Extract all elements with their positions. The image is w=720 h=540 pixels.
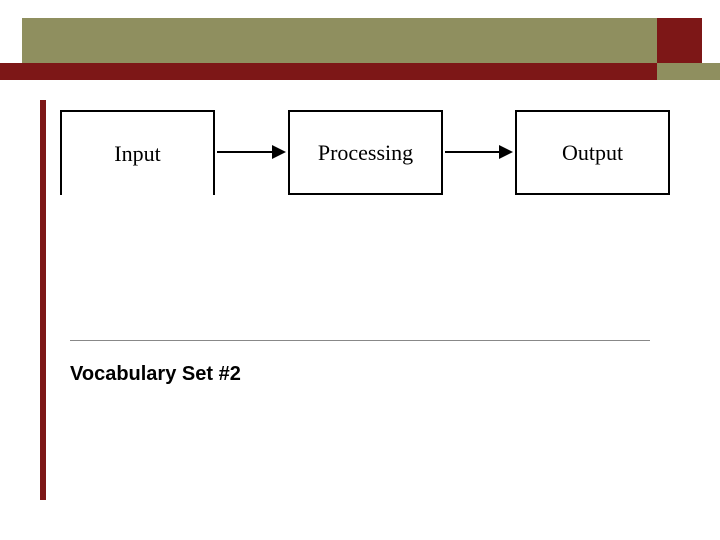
- flow-diagram: Input Processing Output: [60, 110, 680, 220]
- flow-arrow-head-0: [272, 145, 286, 159]
- flow-node-processing: Processing: [288, 110, 443, 195]
- header-maroon-bar: [0, 63, 657, 80]
- header-corner-square: [657, 18, 702, 63]
- left-accent-bar: [40, 100, 46, 500]
- subtitle-text: Vocabulary Set #2: [70, 363, 241, 386]
- header-olive-bar: [22, 18, 657, 63]
- slide-body: Input Processing Output Vocabulary Set #2: [40, 100, 680, 500]
- flow-arrow-line-0: [217, 151, 274, 153]
- flow-arrow-line-1: [445, 151, 501, 153]
- header-olive-under: [657, 63, 720, 80]
- flow-node-input: Input: [60, 110, 215, 195]
- flow-node-output: Output: [515, 110, 670, 195]
- divider-line: [70, 340, 650, 341]
- flow-arrow-head-1: [499, 145, 513, 159]
